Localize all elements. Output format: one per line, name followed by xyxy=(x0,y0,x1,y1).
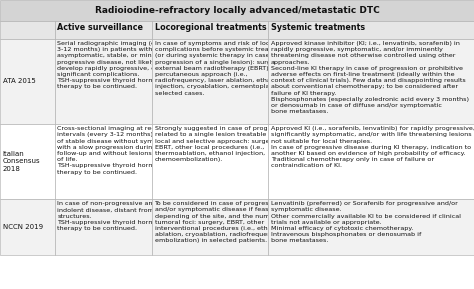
Bar xyxy=(268,21,474,39)
Text: Locoregional treatments: Locoregional treatments xyxy=(155,23,266,32)
Text: Strongly suggested in case of progression
related to a single lesion treatable w: Strongly suggested in case of progressio… xyxy=(155,126,291,162)
Text: Radioiodine-refractory locally advanced/metastatic DTC: Radioiodine-refractory locally advanced/… xyxy=(95,6,379,15)
Bar xyxy=(0,199,55,255)
Text: Italian
Consensus
2018: Italian Consensus 2018 xyxy=(3,151,40,172)
Bar xyxy=(0,21,55,39)
Text: Approved kinase inhibitor (KI; i.e., lenvatinib, sorafenib) in
rapidly progressi: Approved kinase inhibitor (KI; i.e., len… xyxy=(271,41,469,114)
Text: Systemic treatments: Systemic treatments xyxy=(271,23,365,32)
Bar xyxy=(268,124,474,199)
Bar xyxy=(55,124,152,199)
Bar xyxy=(0,39,55,124)
Text: Approved KI (i.e., sorafenib, lenvatinib) for rapidly progressive,
significantly: Approved KI (i.e., sorafenib, lenvatinib… xyxy=(271,126,474,168)
Text: To be considered in case of progressive
and/or symptomatic disease if feasible,
: To be considered in case of progressive … xyxy=(155,201,288,243)
Text: Serial radiographic imaging (every
3-12 months) in patients with
asymptomatic, s: Serial radiographic imaging (every 3-12 … xyxy=(57,41,180,89)
Bar xyxy=(0,124,55,199)
Text: In case of symptoms and risk of local
complications before systemic treatment
(o: In case of symptoms and risk of local co… xyxy=(155,41,289,96)
Text: NCCN 2019: NCCN 2019 xyxy=(3,224,43,230)
Bar xyxy=(152,39,268,124)
Text: Active surveillance: Active surveillance xyxy=(57,23,143,32)
Bar xyxy=(0,0,474,21)
Text: Lenvatinib (preferred) or Sorafenib for progressive and/or
symptomatic disease.
: Lenvatinib (preferred) or Sorafenib for … xyxy=(271,201,461,243)
Text: In case of non-progressive and
indolent disease, distant from critical
structure: In case of non-progressive and indolent … xyxy=(57,201,178,231)
Bar xyxy=(55,39,152,124)
Bar xyxy=(152,124,268,199)
Bar xyxy=(55,21,152,39)
Bar xyxy=(268,39,474,124)
Bar xyxy=(152,21,268,39)
Bar xyxy=(55,199,152,255)
Text: ATA 2015: ATA 2015 xyxy=(3,78,36,84)
Text: Cross-sectional imaging at regular
intervals (every 3-12 months) in case
of stab: Cross-sectional imaging at regular inter… xyxy=(57,126,178,175)
Bar xyxy=(268,199,474,255)
Bar xyxy=(152,199,268,255)
